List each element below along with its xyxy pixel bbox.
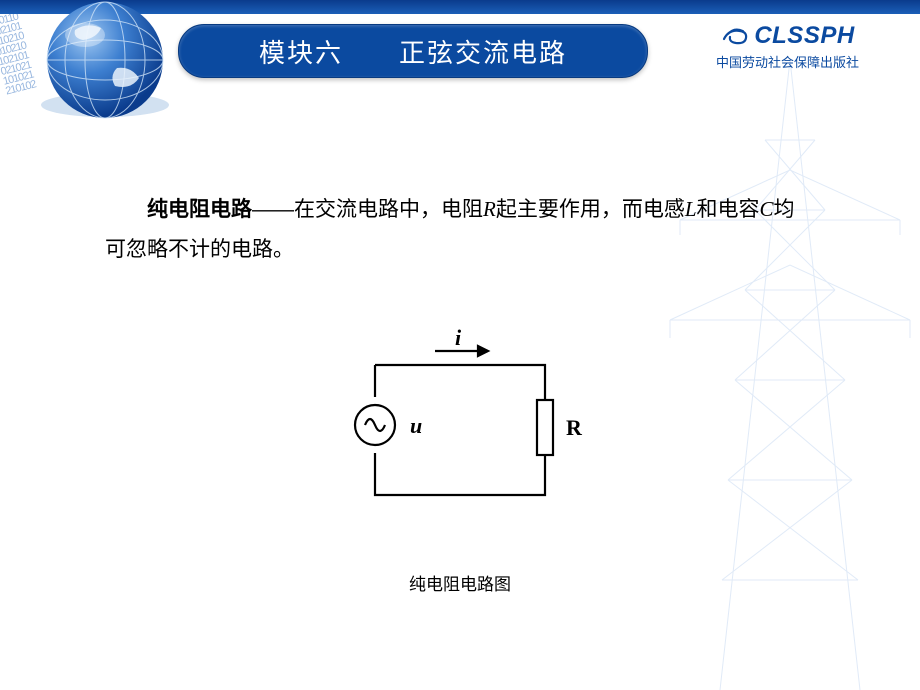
label-i: i	[455, 325, 462, 350]
logo-icon	[720, 25, 750, 47]
header: 010110 102101 210210 010210 102101 02102…	[0, 0, 920, 105]
logo-subtitle: 中国劳动社会保障出版社	[675, 52, 900, 71]
label-r: R	[566, 415, 583, 440]
logo-text: CLSSPH	[754, 22, 854, 50]
globe-decoration: 010110 102101 210210 010210 102101 02102…	[25, 0, 185, 150]
publisher-logo: CLSSPH 中国劳动社会保障出版社	[675, 22, 900, 71]
label-u: u	[410, 413, 422, 438]
body-content: 纯电阻电路——在交流电路中，电阻R起主要作用，而电感L和电容C均可忽略不计的电路…	[105, 190, 805, 270]
term: 纯电阻电路	[147, 198, 252, 221]
page-title: 模块六 正弦交流电路	[259, 33, 567, 70]
circuit-diagram: i u R	[320, 325, 600, 525]
circuit-figure: i u R 纯电阻电路图	[320, 325, 600, 595]
definition-paragraph: 纯电阻电路——在交流电路中，电阻R起主要作用，而电感L和电容C均可忽略不计的电路…	[105, 190, 805, 270]
figure-caption: 纯电阻电路图	[320, 570, 600, 595]
title-pill: 模块六 正弦交流电路	[178, 24, 648, 78]
background-tower	[660, 60, 920, 690]
